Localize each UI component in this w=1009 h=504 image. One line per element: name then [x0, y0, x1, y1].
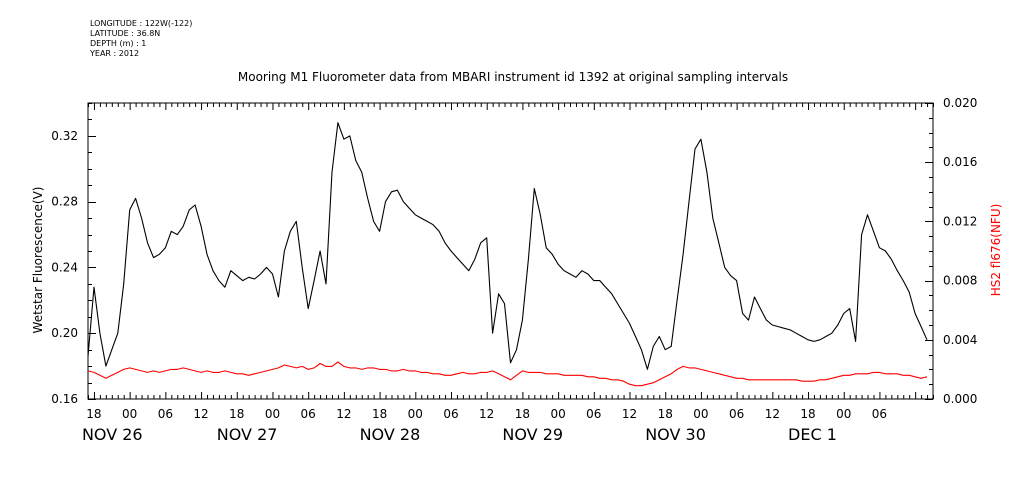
axis-ticks: 18 00 06 12 18 00 06 12 18 00 06 12 18 00 06 12 18 00 06 12… [51, 96, 977, 444]
y-tick-label-right: 0.004 [943, 333, 977, 347]
x-tick-label: 18 [800, 407, 815, 421]
plot-frame [87, 102, 934, 400]
x-tick-label: 06 [872, 407, 887, 421]
x-tick-label: 12 [479, 407, 494, 421]
chart-title: Mooring M1 Fluorometer data from MBARI i… [238, 70, 788, 84]
x-tick-label: 18 [515, 407, 530, 421]
x-tick-label: 18 [372, 407, 387, 421]
x-tick-label: 12 [765, 407, 780, 421]
x-tick-label: 06 [158, 407, 173, 421]
x-tick-label: 06 [301, 407, 316, 421]
y-axis-label-left: Wetstar Fluorescence(V) [31, 187, 45, 334]
series-line-hs2 [87, 361, 928, 387]
y-tick-label-left: 0.32 [51, 129, 78, 143]
latitude-label: LATITUDE : 36.8N [90, 29, 161, 38]
y-tick-label-right: 0.016 [943, 155, 977, 169]
x-tick-label: 12 [336, 407, 351, 421]
y-tick-label-left: 0.16 [51, 392, 78, 406]
x-tick-label: 18 [658, 407, 673, 421]
y-tick-label-right: 0.000 [943, 392, 977, 406]
x-tick-label: 12 [622, 407, 637, 421]
x-tick-label: 00 [550, 407, 565, 421]
data-series [87, 122, 928, 387]
x-tick-label: 00 [693, 407, 708, 421]
x-day-label: NOV 28 [360, 425, 421, 444]
y-axis-label-right: HS2 fl676(NFU) [989, 204, 1003, 297]
x-tick-label: 00 [836, 407, 851, 421]
depth-label: DEPTH (m) : 1 [90, 39, 147, 48]
x-day-label: NOV 27 [217, 425, 278, 444]
y-tick-label-right: 0.012 [943, 214, 977, 228]
longitude-label: LONGITUDE : 122W(-122) [90, 19, 193, 28]
y-tick-label-left: 0.20 [51, 326, 78, 340]
x-day-label: NOV 29 [502, 425, 563, 444]
x-tick-label: 18 [229, 407, 244, 421]
x-day-label: NOV 26 [82, 425, 143, 444]
x-tick-label: 06 [586, 407, 601, 421]
x-tick-label: 12 [193, 407, 208, 421]
x-day-label: DEC 1 [788, 425, 837, 444]
x-tick-label: 00 [122, 407, 137, 421]
y-tick-label-right: 0.020 [943, 96, 977, 110]
x-tick-label: 18 [86, 407, 101, 421]
metadata-block: LONGITUDE : 122W(-122) LATITUDE : 36.8N … [90, 19, 192, 59]
y-tick-label-left: 0.28 [51, 195, 78, 209]
x-tick-label: 06 [443, 407, 458, 421]
x-tick-label: 00 [408, 407, 423, 421]
x-tick-label: 06 [729, 407, 744, 421]
series-line-wetstar [87, 122, 928, 370]
x-day-label: NOV 30 [645, 425, 706, 444]
y-tick-label-left: 0.24 [51, 260, 78, 274]
y-tick-label-right: 0.008 [943, 274, 977, 288]
x-tick-label: 00 [265, 407, 280, 421]
year-label: YEAR : 2012 [90, 49, 140, 58]
